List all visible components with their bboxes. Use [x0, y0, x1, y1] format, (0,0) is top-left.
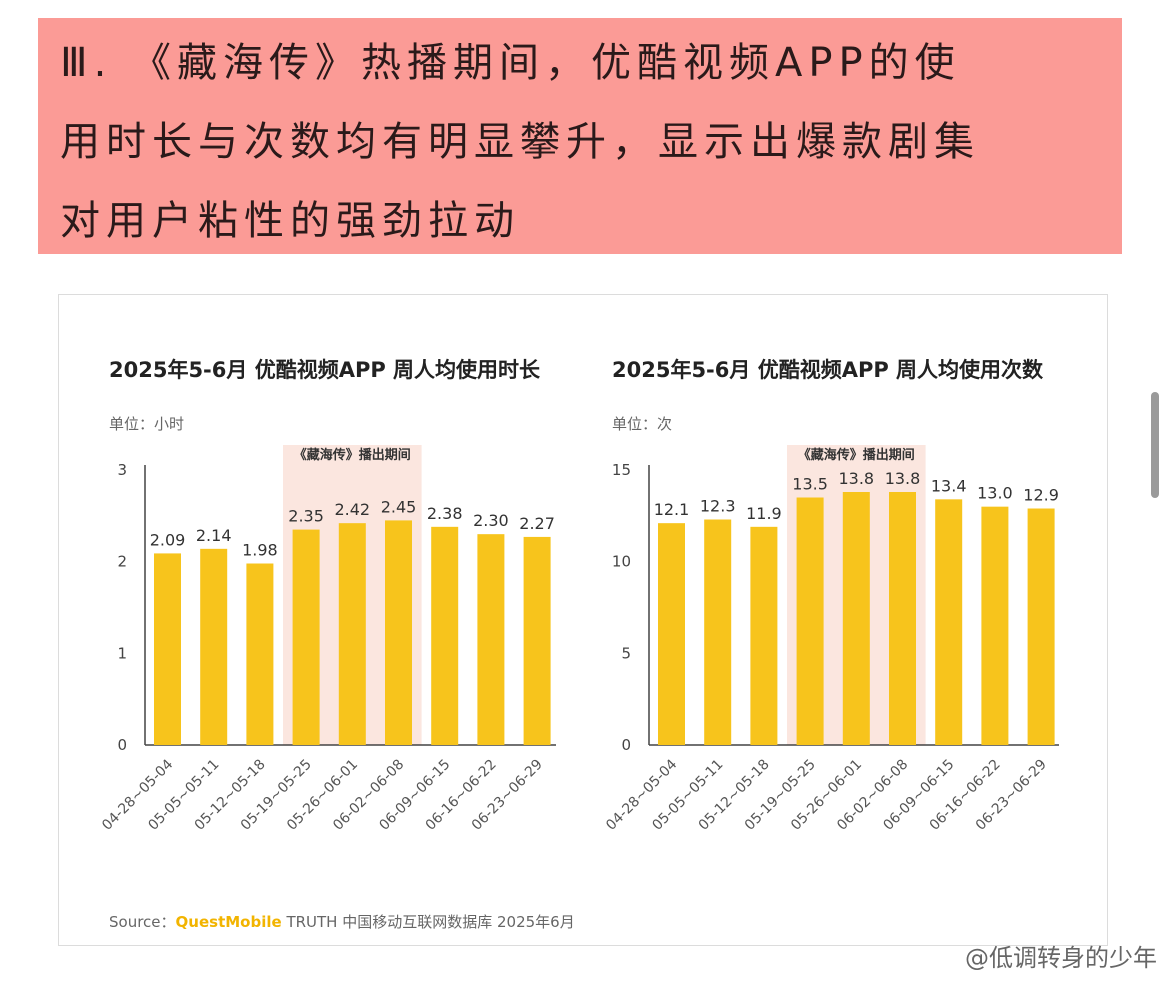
chart2-value-label: 13.8	[885, 469, 921, 488]
chart1-bar	[477, 534, 505, 745]
chart1-bar	[523, 536, 551, 745]
chart2-y-tick: 5	[621, 644, 631, 662]
chart1-value-label: 2.38	[427, 504, 463, 523]
chart1-value-label: 2.09	[150, 530, 186, 549]
chart2-value-label: 12.1	[654, 500, 690, 519]
chart2-y-tick: 10	[612, 553, 631, 571]
chart2-bar	[658, 523, 685, 745]
charts-svg: Source：QuestMobile TRUTH 中国移动互联网数据库 2025…	[99, 358, 1059, 931]
chart1-bar	[292, 529, 320, 745]
source-suffix: TRUTH 中国移动互联网数据库 2025年6月	[282, 913, 575, 931]
chart2-value-label: 13.5	[792, 475, 828, 494]
chart1-value-label: 2.42	[334, 500, 370, 519]
chart2-value-label: 11.9	[746, 504, 782, 523]
chart2-highlight-label: 《藏海传》播出期间	[798, 447, 915, 463]
chart2-bar	[981, 506, 1009, 745]
chart1-y-tick: 2	[117, 553, 127, 571]
chart2-y-tick: 0	[621, 736, 631, 754]
chart1-value-label: 2.27	[519, 514, 555, 533]
chart2-value-label: 13.8	[838, 469, 874, 488]
chart2-value-label: 13.4	[931, 476, 967, 495]
headline-banner: Ⅲ. 《藏海传》热播期间，优酷视频APP的使 用时长与次数均有明显攀升，显示出爆…	[38, 18, 1122, 254]
chart1-highlight-label: 《藏海传》播出期间	[294, 447, 411, 463]
chart1-title: 2025年5-6月 优酷视频APP 周人均使用时长	[109, 358, 541, 382]
source-prefix: Source：	[109, 913, 176, 931]
chart1-bar	[154, 553, 181, 745]
chart2-unit-label: 单位：次	[612, 415, 672, 433]
chart1-y-tick: 3	[117, 461, 127, 479]
chart1-bar	[385, 520, 412, 745]
headline-line-3: 对用户粘性的强劲拉动	[60, 198, 520, 244]
scrollbar-thumb[interactable]	[1151, 392, 1159, 498]
chart2-bar	[935, 499, 963, 745]
chart1-bar	[431, 526, 459, 745]
chart2-title: 2025年5-6月 优酷视频APP 周人均使用次数	[612, 358, 1044, 382]
chart1-y-tick: 1	[117, 644, 127, 662]
chart1-value-label: 2.14	[196, 526, 232, 545]
chart1-value-label: 2.30	[473, 511, 509, 530]
chart2-bar	[842, 492, 870, 745]
chart1-bar	[200, 548, 228, 745]
chart1-y-tick: 0	[117, 736, 127, 754]
chart2-bar	[750, 526, 778, 745]
chart2-bar	[704, 519, 732, 745]
chart2-y-tick: 15	[612, 461, 631, 479]
chart2-value-label: 12.3	[700, 497, 736, 516]
chart-card: Source：QuestMobile TRUTH 中国移动互联网数据库 2025…	[58, 294, 1108, 946]
source-note: Source：QuestMobile TRUTH 中国移动互联网数据库 2025…	[109, 913, 575, 931]
chart1-value-label: 2.45	[381, 497, 417, 516]
chart2-bar	[796, 497, 824, 745]
chart1-bar	[246, 563, 274, 745]
chart1-value-label: 1.98	[242, 541, 278, 560]
chart1-unit-label: 单位：小时	[109, 415, 184, 433]
chart2-bar	[889, 492, 916, 745]
chart1-bar	[338, 523, 366, 745]
watermark: @低调转身的少年	[965, 944, 1157, 972]
headline-line-2: 用时长与次数均有明显攀升，显示出爆款剧集	[60, 119, 980, 165]
chart2-value-label: 13.0	[977, 484, 1013, 503]
chart2-bar	[1027, 508, 1055, 745]
chart1-value-label: 2.35	[288, 507, 324, 526]
source-brand: QuestMobile	[176, 913, 282, 931]
headline-line-1: Ⅲ. 《藏海传》热播期间，优酷视频APP的使	[60, 40, 961, 86]
chart2-value-label: 12.9	[1023, 486, 1059, 505]
